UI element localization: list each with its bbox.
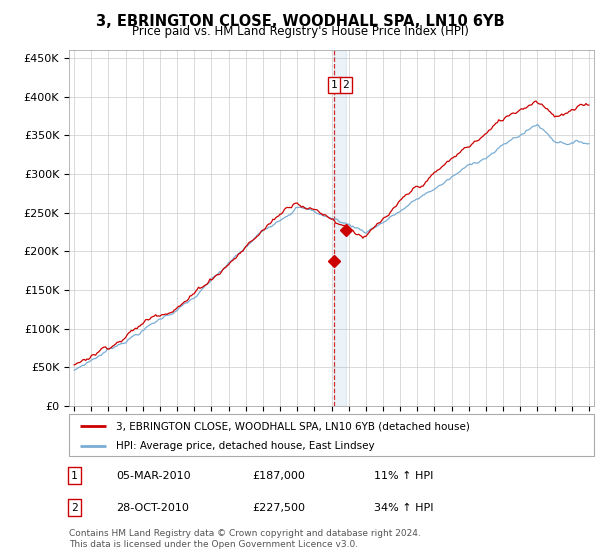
Text: 3, EBRINGTON CLOSE, WOODHALL SPA, LN10 6YB: 3, EBRINGTON CLOSE, WOODHALL SPA, LN10 6… bbox=[95, 14, 505, 29]
Text: 3, EBRINGTON CLOSE, WOODHALL SPA, LN10 6YB (detached house): 3, EBRINGTON CLOSE, WOODHALL SPA, LN10 6… bbox=[116, 421, 470, 431]
Text: 1: 1 bbox=[71, 470, 77, 480]
FancyBboxPatch shape bbox=[69, 414, 594, 456]
Text: £227,500: £227,500 bbox=[253, 502, 306, 512]
Text: Price paid vs. HM Land Registry's House Price Index (HPI): Price paid vs. HM Land Registry's House … bbox=[131, 25, 469, 38]
Text: 34% ↑ HPI: 34% ↑ HPI bbox=[373, 502, 433, 512]
Text: 2: 2 bbox=[343, 80, 349, 90]
Text: 1: 1 bbox=[331, 80, 338, 90]
Text: Contains HM Land Registry data © Crown copyright and database right 2024.
This d: Contains HM Land Registry data © Crown c… bbox=[69, 529, 421, 549]
Text: 2: 2 bbox=[71, 502, 77, 512]
Bar bbox=[334, 50, 346, 406]
Text: 11% ↑ HPI: 11% ↑ HPI bbox=[373, 470, 433, 480]
Text: HPI: Average price, detached house, East Lindsey: HPI: Average price, detached house, East… bbox=[116, 441, 375, 451]
Text: 28-OCT-2010: 28-OCT-2010 bbox=[116, 502, 189, 512]
Text: 05-MAR-2010: 05-MAR-2010 bbox=[116, 470, 191, 480]
Text: £187,000: £187,000 bbox=[253, 470, 305, 480]
